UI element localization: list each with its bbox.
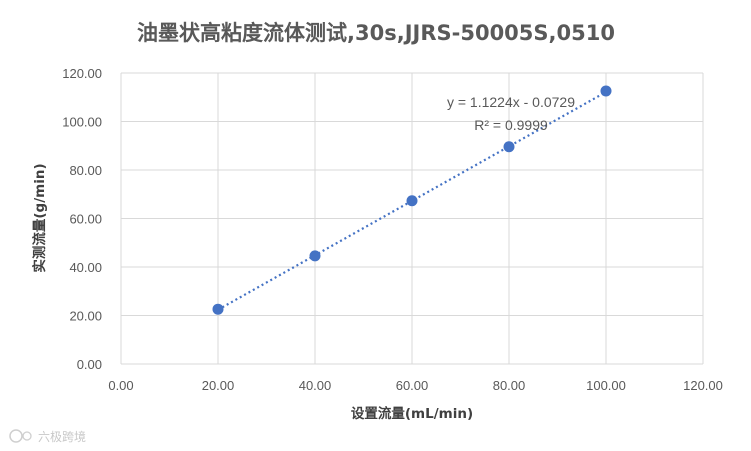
x-tick-label: 40.00 xyxy=(299,378,332,393)
chart-title: 油墨状高粘度流体测试,30s,JJRS-50005S,0510 xyxy=(137,21,615,45)
data-point xyxy=(406,195,418,207)
trendline-equation: y = 1.1224x - 0.0729 xyxy=(447,94,575,110)
grid xyxy=(120,72,704,365)
data-points xyxy=(212,85,612,315)
data-point xyxy=(503,141,515,153)
watermark: 六极跨境 xyxy=(9,429,86,444)
data-point xyxy=(600,85,612,97)
x-tick-label: 120.00 xyxy=(683,378,723,393)
x-tick-label: 80.00 xyxy=(493,378,526,393)
y-tick-label: 100.00 xyxy=(62,115,102,130)
data-point xyxy=(309,250,321,262)
watermark-logo-icon xyxy=(9,429,23,443)
y-tick-label: 80.00 xyxy=(69,163,102,178)
data-point xyxy=(212,303,224,315)
x-tick-label: 60.00 xyxy=(396,378,429,393)
trendline-line xyxy=(217,91,607,311)
trendline xyxy=(217,91,607,311)
y-tick-label: 0.00 xyxy=(77,357,102,372)
x-tick-label: 0.00 xyxy=(108,378,133,393)
x-tick-label: 100.00 xyxy=(586,378,626,393)
y-tick-label: 60.00 xyxy=(69,212,102,227)
y-tick-label: 40.00 xyxy=(69,260,102,275)
y-tick-label: 20.00 xyxy=(69,309,102,324)
y-axis-ticks: 0.00 20.00 40.00 60.00 80.00 100.00 120.00 xyxy=(62,66,102,372)
y-tick-label: 120.00 xyxy=(62,66,102,81)
x-tick-label: 20.00 xyxy=(202,378,235,393)
y-axis-label: 实测流量(g/min) xyxy=(31,163,48,272)
x-axis-ticks: 0.00 20.00 40.00 60.00 80.00 100.00 120.00 xyxy=(108,378,723,393)
watermark-logo-dot-icon xyxy=(22,431,32,441)
trendline-r-squared: R² = 0.9999 xyxy=(474,117,548,133)
watermark-text: 六极跨境 xyxy=(38,429,86,444)
x-axis-label: 设置流量(mL/min) xyxy=(351,405,473,422)
